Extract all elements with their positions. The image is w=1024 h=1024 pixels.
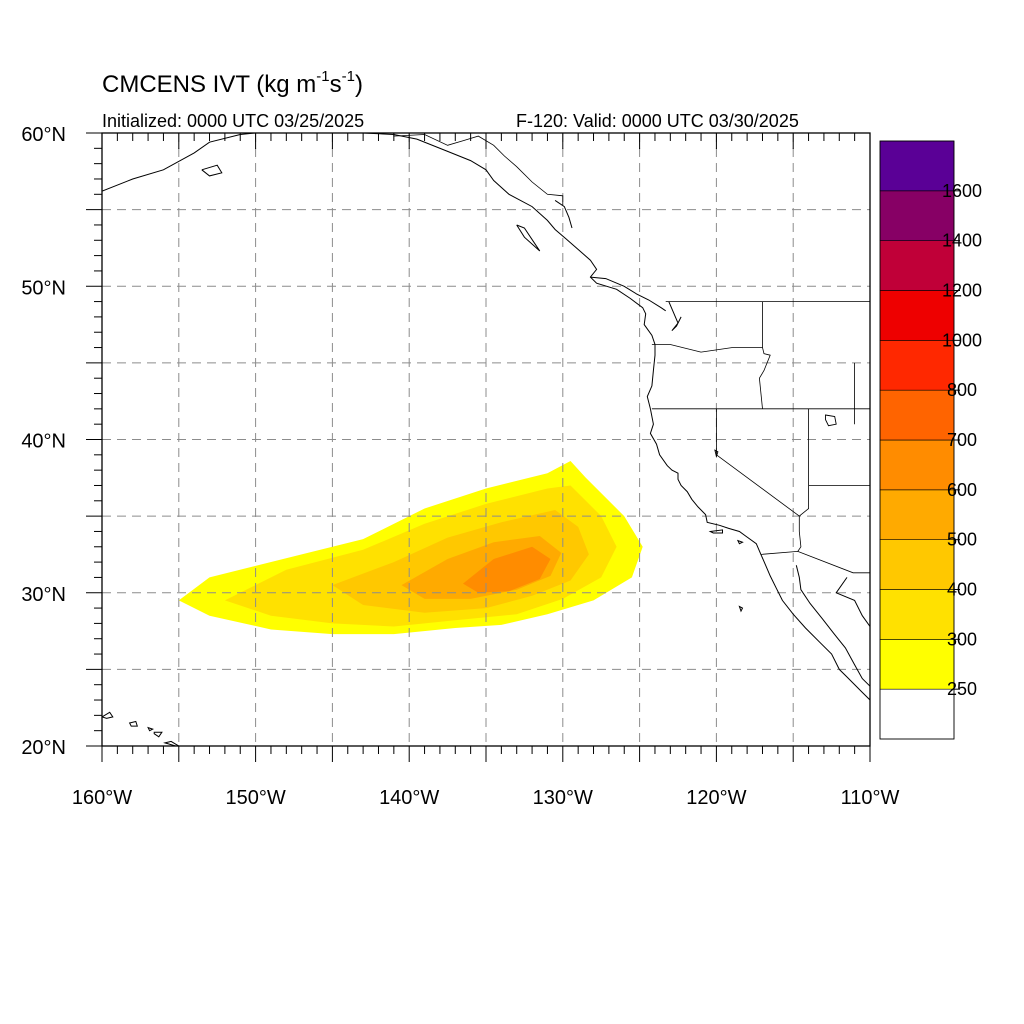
colorbar-box: [879, 190, 955, 241]
lat-label: 60°N: [21, 124, 66, 146]
colorbar: 250 300 400 500 600 700 800 1000 1200 1400 1600: [879, 140, 982, 740]
colorbar-box: [879, 688, 955, 740]
lat-label: 20°N: [21, 737, 66, 759]
island: [738, 605, 744, 613]
lake: [825, 414, 837, 427]
colorbar-label: 400: [947, 580, 977, 600]
lon-label: 140°W: [379, 787, 439, 809]
coastlines: [102, 133, 870, 746]
coastline: [795, 565, 870, 687]
island: [128, 720, 138, 727]
island: [708, 529, 723, 534]
state-border: [854, 362, 870, 425]
colorbar-label: 800: [947, 380, 977, 400]
colorbar-label: 600: [947, 480, 977, 500]
colorbar-label: 1600: [942, 181, 982, 201]
island: [147, 726, 154, 732]
lat-label: 40°N: [21, 431, 66, 453]
island: [736, 539, 744, 545]
colorbar-box: [879, 290, 955, 341]
coastline: [590, 276, 666, 312]
lon-label: 130°W: [533, 787, 593, 809]
lon-label: 150°W: [225, 787, 285, 809]
lat-label: 50°N: [21, 277, 66, 299]
state-border: [760, 550, 870, 574]
coastline: [201, 164, 223, 177]
colorbar-box: [879, 140, 955, 192]
colorbar-box: [879, 539, 955, 590]
colorbar-label: 1400: [942, 231, 982, 251]
colorbar-label: 700: [947, 430, 977, 450]
colorbar-label: 250: [947, 679, 977, 699]
lon-label: 160°W: [72, 787, 132, 809]
colorbar-label: 300: [947, 629, 977, 649]
colorbar-label: 500: [947, 530, 977, 550]
colorbar-box: [879, 639, 955, 690]
lake: [714, 449, 719, 459]
coastline: [516, 224, 541, 252]
coastline: [668, 301, 682, 332]
state-border: [651, 344, 763, 353]
lon-label: 120°W: [686, 787, 746, 809]
island: [163, 740, 180, 746]
map-title: CMCENS IVT (kg m-1s-1): [102, 68, 363, 98]
ivt-contour-600: [463, 546, 551, 593]
coastline: [363, 133, 870, 701]
colorbar-box: [879, 240, 955, 291]
axis-labels: 60°N 50°N 40°N 30°N 20°N 160°W 150°W 140°W 130°W…: [21, 124, 899, 809]
initialized-time: Initialized: 0000 UTC 03/25/2025: [102, 111, 365, 131]
island: [102, 711, 114, 719]
coastline: [554, 199, 573, 229]
valid-time: F-120: Valid: 0000 UTC 03/30/2025: [516, 111, 799, 131]
colorbar-box: [879, 439, 955, 491]
coastline: [835, 577, 870, 627]
lon-label: 110°W: [841, 787, 900, 809]
axis-ticks: [86, 132, 871, 762]
ivt-shading: [178, 461, 643, 635]
colorbar-label: 1000: [942, 330, 982, 350]
island: [153, 731, 163, 738]
colorbar-box: [879, 489, 955, 540]
colorbar-box: [879, 589, 955, 640]
colorbar-label: 1200: [942, 281, 982, 301]
lat-label: 30°N: [21, 584, 66, 606]
colorbar-box: [879, 389, 955, 441]
